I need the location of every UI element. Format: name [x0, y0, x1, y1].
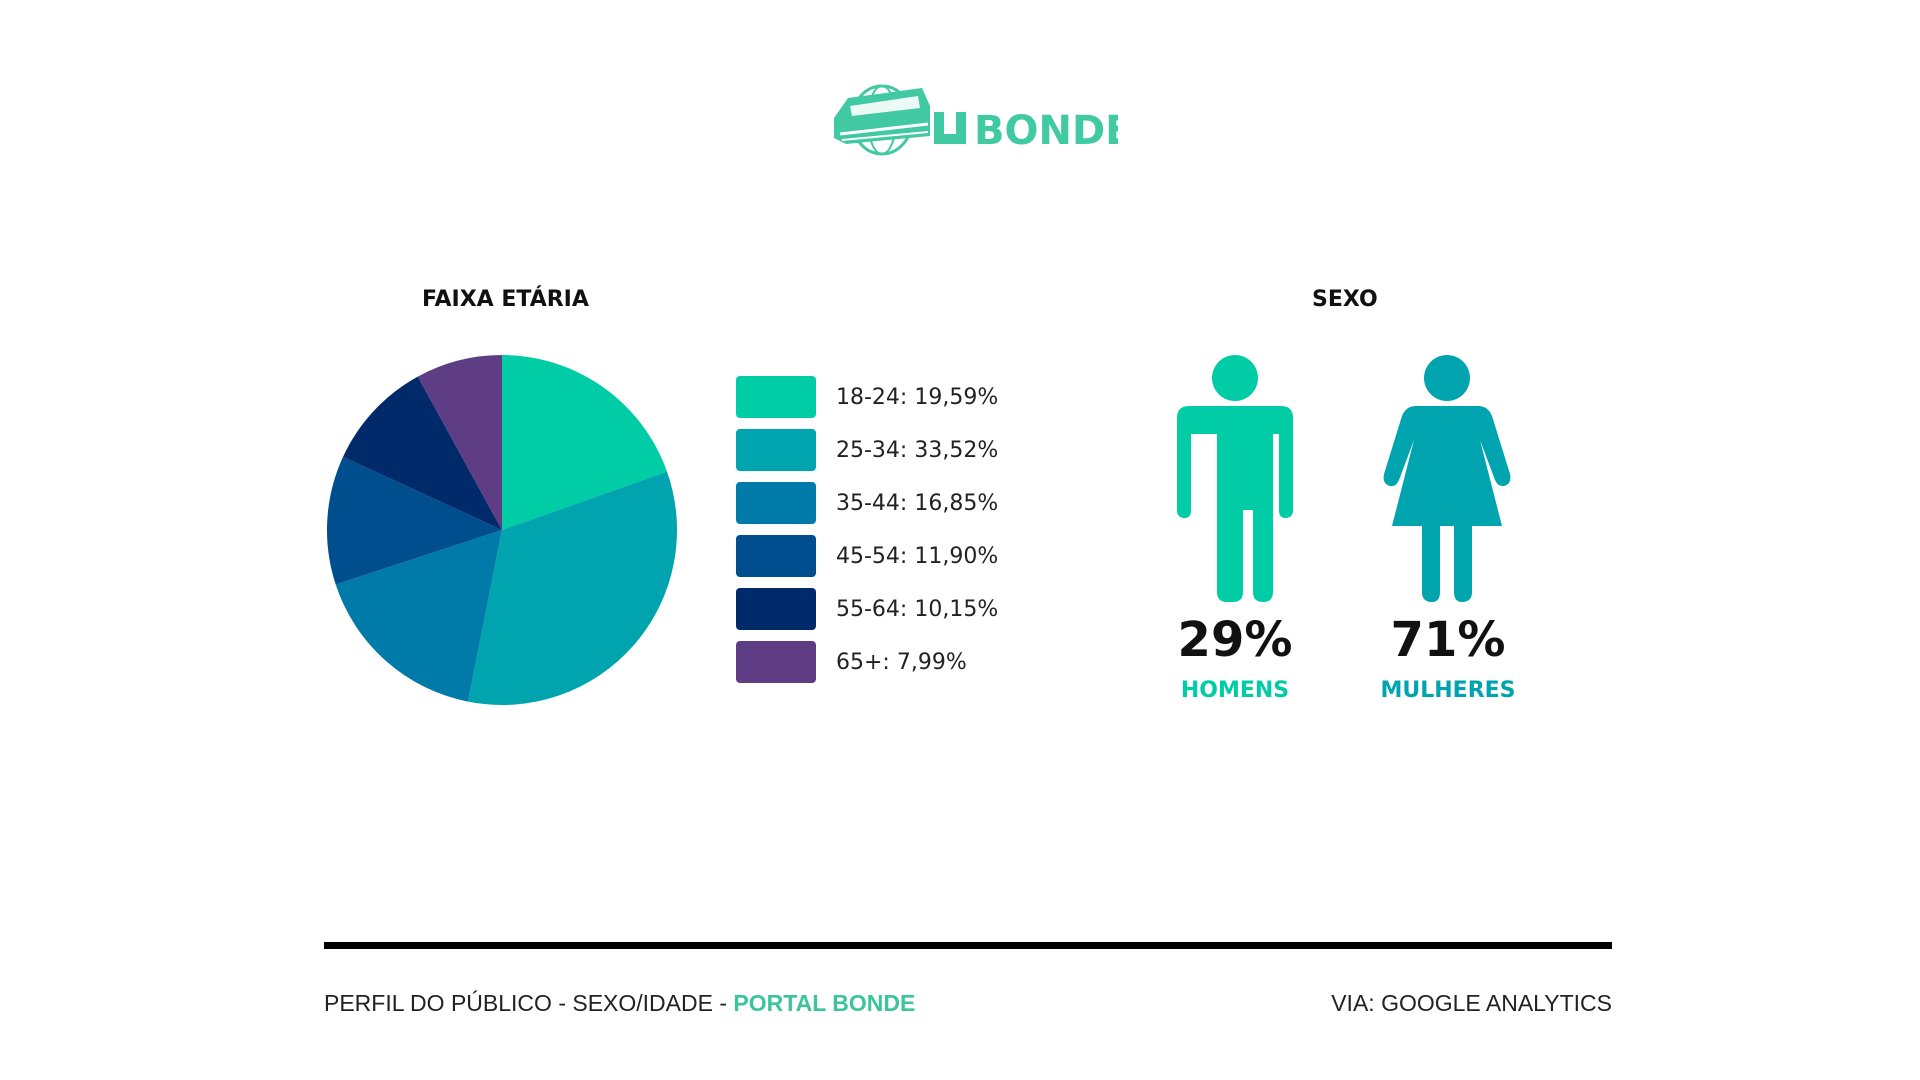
age-section-title: FAIXA ETÁRIA [422, 287, 589, 312]
pie-legend: 18-24: 19,59% 25-34: 33,52% 35-44: 16,85… [736, 376, 998, 694]
age-pie-chart [327, 355, 677, 705]
bonde-logo: BONDE [826, 78, 1118, 162]
legend-item: 25-34: 33,52% [736, 429, 998, 471]
pie-slice-65plus [417, 355, 502, 530]
men-percent: 29% [1177, 612, 1293, 668]
legend-swatch [736, 535, 816, 577]
pie-slice-18-24 [502, 355, 667, 530]
footer-divider [324, 942, 1612, 949]
legend-item: 65+: 7,99% [736, 641, 998, 683]
legend-swatch [736, 429, 816, 471]
legend-label: 65+: 7,99% [836, 649, 967, 675]
legend-label: 18-24: 19,59% [836, 384, 999, 410]
footer-caption: PERFIL DO PÚBLICO - SEXO/IDADE - PORTAL … [324, 990, 915, 1017]
footer-caption-prefix: PERFIL DO PÚBLICO - SEXO/IDADE - [324, 990, 734, 1016]
men-label: HOMENS [1180, 678, 1290, 703]
legend-item: 35-44: 16,85% [736, 482, 998, 524]
legend-label: 55-64: 10,15% [836, 596, 999, 622]
legend-swatch [736, 588, 816, 630]
man-icon [1177, 355, 1293, 602]
women-percent: 71% [1390, 612, 1506, 668]
footer-source: VIA: GOOGLE ANALYTICS [1331, 990, 1612, 1016]
legend-swatch [736, 641, 816, 683]
woman-icon [1383, 355, 1511, 602]
pie-slice-45-54 [327, 456, 502, 585]
legend-item: 55-64: 10,15% [736, 588, 998, 630]
female-figure [1382, 354, 1512, 604]
pie-slice-35-44 [335, 530, 502, 702]
legend-label: 25-34: 33,52% [836, 437, 999, 463]
legend-swatch [736, 482, 816, 524]
male-figure [1175, 354, 1295, 604]
logo-text: BONDE [974, 108, 1118, 154]
legend-label: 45-54: 11,90% [836, 543, 999, 569]
women-label: MULHERES [1380, 678, 1516, 703]
pie-slice-25-34 [468, 471, 677, 705]
tram-logo-icon: BONDE [834, 84, 1118, 156]
gender-section-title: SEXO [1312, 287, 1378, 312]
footer-portal-name: PORTAL BONDE [733, 990, 916, 1016]
legend-label: 35-44: 16,85% [836, 490, 999, 516]
legend-swatch [736, 376, 816, 418]
pie-slice-55-64 [343, 376, 502, 530]
legend-item: 18-24: 19,59% [736, 376, 998, 418]
legend-item: 45-54: 11,90% [736, 535, 998, 577]
